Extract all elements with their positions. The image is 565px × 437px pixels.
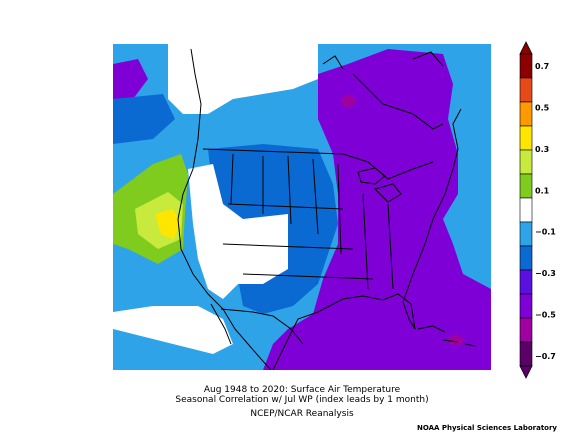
region-mid-blue-pacific: [113, 94, 175, 144]
region-magenta-north: [341, 94, 357, 108]
colorbar-swatch: [519, 149, 533, 175]
state-lines: [222, 153, 394, 290]
region-purple-east: [263, 49, 491, 370]
colorbar-tick-label: 0.5: [535, 103, 550, 112]
colorbar-swatch: [519, 53, 533, 79]
baja-coastline: [210, 303, 232, 345]
credit-text: NOAA Physical Sciences Laboratory: [416, 424, 557, 432]
region-magenta-caribbean: [448, 334, 465, 346]
colorbar-tick-label: 0.1: [535, 186, 550, 195]
colorbar-swatch: [519, 77, 533, 103]
colorbar-tick-label: 0.7: [535, 62, 549, 71]
colorbar-swatch: [519, 293, 533, 319]
region-white-west: [188, 164, 288, 299]
arctic-islands: [322, 51, 444, 70]
correlation-map: [113, 44, 491, 370]
caption-line-1: Aug 1948 to 2020: Surface Air Temperatur…: [203, 385, 401, 395]
colorbar-swatch: [519, 197, 533, 223]
colorbar-swatch: [519, 341, 533, 367]
colorbar-swatches: [519, 41, 533, 379]
colorbar: 0.7 0.5 0.3 0.1 −0.1 −0.3 −0.5 −0.7: [519, 41, 556, 379]
florida-coastline: [382, 293, 416, 330]
colorbar-swatch: [519, 269, 533, 295]
region-yellow-pacific: [155, 209, 181, 239]
caption-line-3: NCEP/NCAR Reanalysis: [250, 409, 354, 419]
colorbar-tick-label: −0.1: [535, 228, 556, 237]
colorbar-swatch: [519, 173, 533, 199]
caption-line-2: Seasonal Correlation w/ Jul WP (index le…: [175, 395, 429, 405]
colorbar-tick-label: −0.3: [535, 269, 556, 278]
hudson-bay-coast: [352, 73, 444, 130]
us-mexico-border: [220, 308, 304, 345]
colorbar-swatch: [519, 125, 533, 151]
colorbar-tick-label: −0.7: [535, 352, 556, 361]
colorbar-tick-label: 0.3: [535, 145, 549, 154]
colorbar-arrow-bottom: [519, 365, 533, 379]
map-canvas: [113, 44, 491, 370]
boundary-lines: [177, 48, 476, 370]
colorbar-swatch: [519, 221, 533, 247]
colorbar-arrow-top: [519, 41, 533, 55]
colorbar-tick-label: −0.5: [535, 311, 556, 320]
colorbar-swatch: [519, 317, 533, 343]
caribbean-islands: [417, 325, 476, 347]
region-white-north: [168, 44, 318, 114]
colorbar-swatch: [519, 245, 533, 271]
great-lakes: [357, 167, 402, 203]
colorbar-swatch: [519, 101, 533, 127]
region-purple-northwest: [113, 59, 148, 99]
region-white-southwest: [113, 306, 233, 354]
colorbar-labels: 0.7 0.5 0.3 0.1 −0.1 −0.3 −0.5 −0.7: [535, 62, 556, 361]
west-coastline: [177, 48, 272, 370]
east-coastline: [402, 108, 462, 303]
gulf-coastline: [272, 295, 384, 370]
